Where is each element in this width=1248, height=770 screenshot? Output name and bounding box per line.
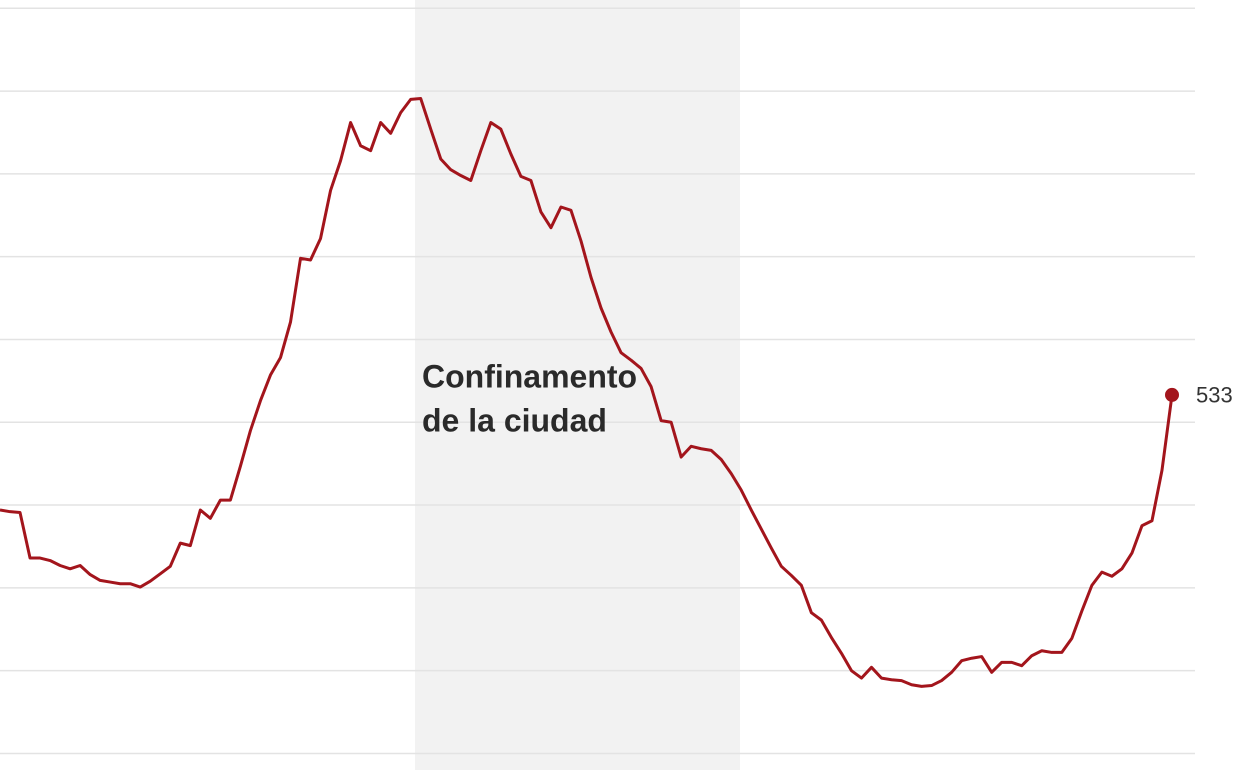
line <box>0 97 1174 688</box>
annotation: de la ciudad <box>422 402 607 438</box>
annotation: Confinamento <box>422 358 637 394</box>
lockdown-shade <box>415 0 740 770</box>
value-label: 533 <box>1196 383 1233 408</box>
end-point <box>1165 387 1179 402</box>
